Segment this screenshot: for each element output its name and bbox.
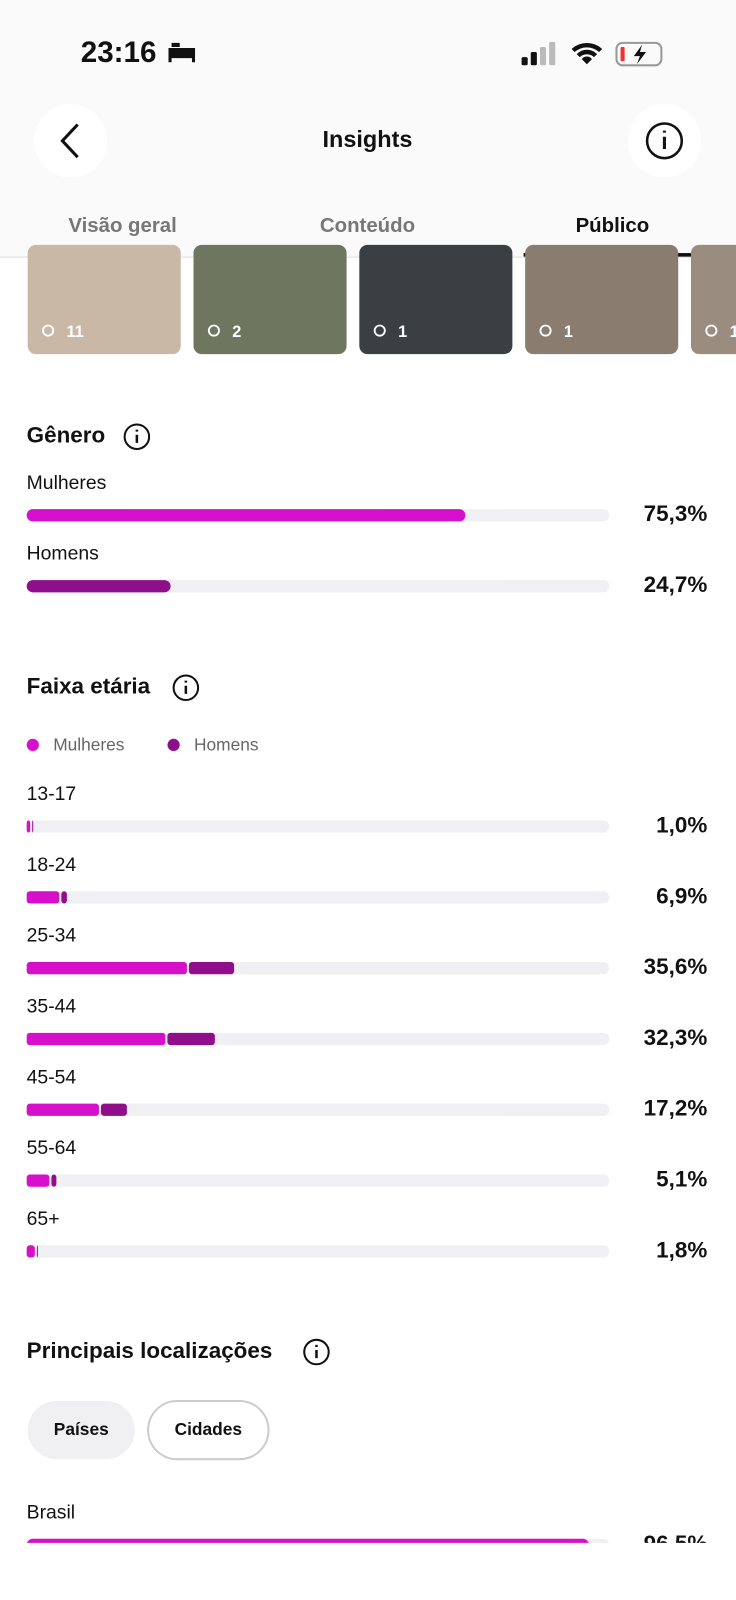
content: Gênero Mulheres 75,3% Homens 24,7% Faixa etár… (26, 423, 708, 1556)
bar-track (26, 891, 610, 904)
legend-label: Mulheres (53, 734, 125, 754)
bar-women (26, 891, 60, 904)
wifi-icon (571, 42, 603, 65)
follower-icon (705, 324, 718, 337)
bar-women (26, 962, 187, 975)
bar-men (167, 1032, 215, 1046)
row-value: 35,6% (644, 954, 708, 979)
bar-women (26, 1032, 166, 1046)
bar-track (26, 820, 610, 833)
legend-label: Homens (194, 734, 259, 754)
row-value: 24,7% (644, 572, 708, 597)
charging-icon (633, 44, 647, 65)
row-label: 55-64 (27, 1137, 77, 1159)
info-icon[interactable] (172, 674, 200, 702)
page-title: Insights (323, 126, 413, 152)
section-title: Gênero (27, 423, 106, 448)
follower-icon (207, 324, 220, 337)
follower-icon (539, 324, 552, 337)
bar-track (26, 580, 610, 593)
row-value: 5,1% (656, 1167, 707, 1192)
post-thumbnail[interactable] (525, 244, 679, 355)
info-icon[interactable] (123, 423, 151, 450)
bar-women (26, 1103, 99, 1116)
follower-icon (373, 324, 386, 337)
row-label: Homens (27, 543, 99, 565)
row-label: 35-44 (27, 995, 77, 1017)
row-label: 25-34 (27, 925, 77, 947)
row-label: Mulheres (27, 472, 107, 494)
bar-men (36, 1245, 38, 1258)
filter-label: Cidades (175, 1419, 242, 1439)
row-value: 75,3% (644, 501, 708, 526)
bar-men (51, 1174, 57, 1187)
section-title: Faixa etária (27, 674, 151, 699)
filter-chip[interactable] (147, 1400, 270, 1461)
bar-men (61, 891, 67, 904)
follower-icon (42, 324, 55, 337)
legend-dot (167, 738, 180, 752)
filter-chip[interactable] (27, 1401, 135, 1460)
tab[interactable]: Visão geral (68, 215, 176, 237)
row-value: 1,0% (656, 812, 707, 837)
row-label: 18-24 (27, 854, 77, 876)
post-thumbnail[interactable] (193, 244, 347, 355)
post-thumbnail[interactable] (690, 244, 736, 355)
follower-count: 1 (398, 323, 407, 341)
follower-count: 2 (232, 323, 241, 341)
row-label: 45-54 (27, 1066, 77, 1088)
row-label: 65+ (27, 1208, 60, 1230)
info-icon[interactable] (303, 1338, 330, 1366)
post-thumbnail[interactable] (359, 244, 513, 355)
info-icon (645, 122, 684, 160)
header-bg (0, 0, 736, 258)
status-time: 23:16 (81, 36, 157, 69)
section-title: Principais localizações (27, 1338, 273, 1363)
bar-men (100, 1103, 127, 1116)
battery-icon (615, 41, 663, 67)
filter-label: Países (54, 1419, 109, 1439)
row-value: 32,3% (644, 1025, 708, 1050)
row-value: 17,2% (644, 1096, 708, 1121)
bar-track (26, 1103, 610, 1116)
bar-women (26, 820, 31, 833)
back-chevron (60, 123, 79, 159)
signal-icon (521, 41, 556, 66)
bar-men (188, 962, 235, 975)
follower-count: 1 (730, 323, 736, 341)
battery-level (620, 46, 625, 62)
bar-track (26, 1174, 610, 1187)
follower-count: 11 (66, 323, 83, 341)
post-thumbnail[interactable] (27, 244, 181, 355)
back-button[interactable] (33, 104, 108, 178)
bed-icon (168, 42, 196, 63)
bar-track (26, 1245, 610, 1258)
bar-women (26, 1245, 35, 1258)
row-label: 13-17 (27, 783, 77, 805)
tab[interactable]: Público (576, 215, 650, 237)
bar-men (32, 820, 34, 833)
legend-dot (26, 738, 39, 752)
row-value: 96,5% (644, 1531, 708, 1556)
bar-women (26, 1174, 50, 1187)
follower-count: 1 (564, 323, 573, 341)
row-label: Brasil (27, 1501, 75, 1523)
thumbnail-row: 112111 (27, 244, 736, 355)
clipped-rows: Brasil 96,5% (27, 1501, 708, 1556)
bar (26, 509, 466, 522)
bar (27, 1538, 589, 1543)
row-value: 6,9% (656, 883, 707, 908)
tab[interactable]: Conteúdo (320, 215, 415, 237)
row-value: 1,8% (656, 1237, 707, 1262)
bar (26, 580, 171, 593)
